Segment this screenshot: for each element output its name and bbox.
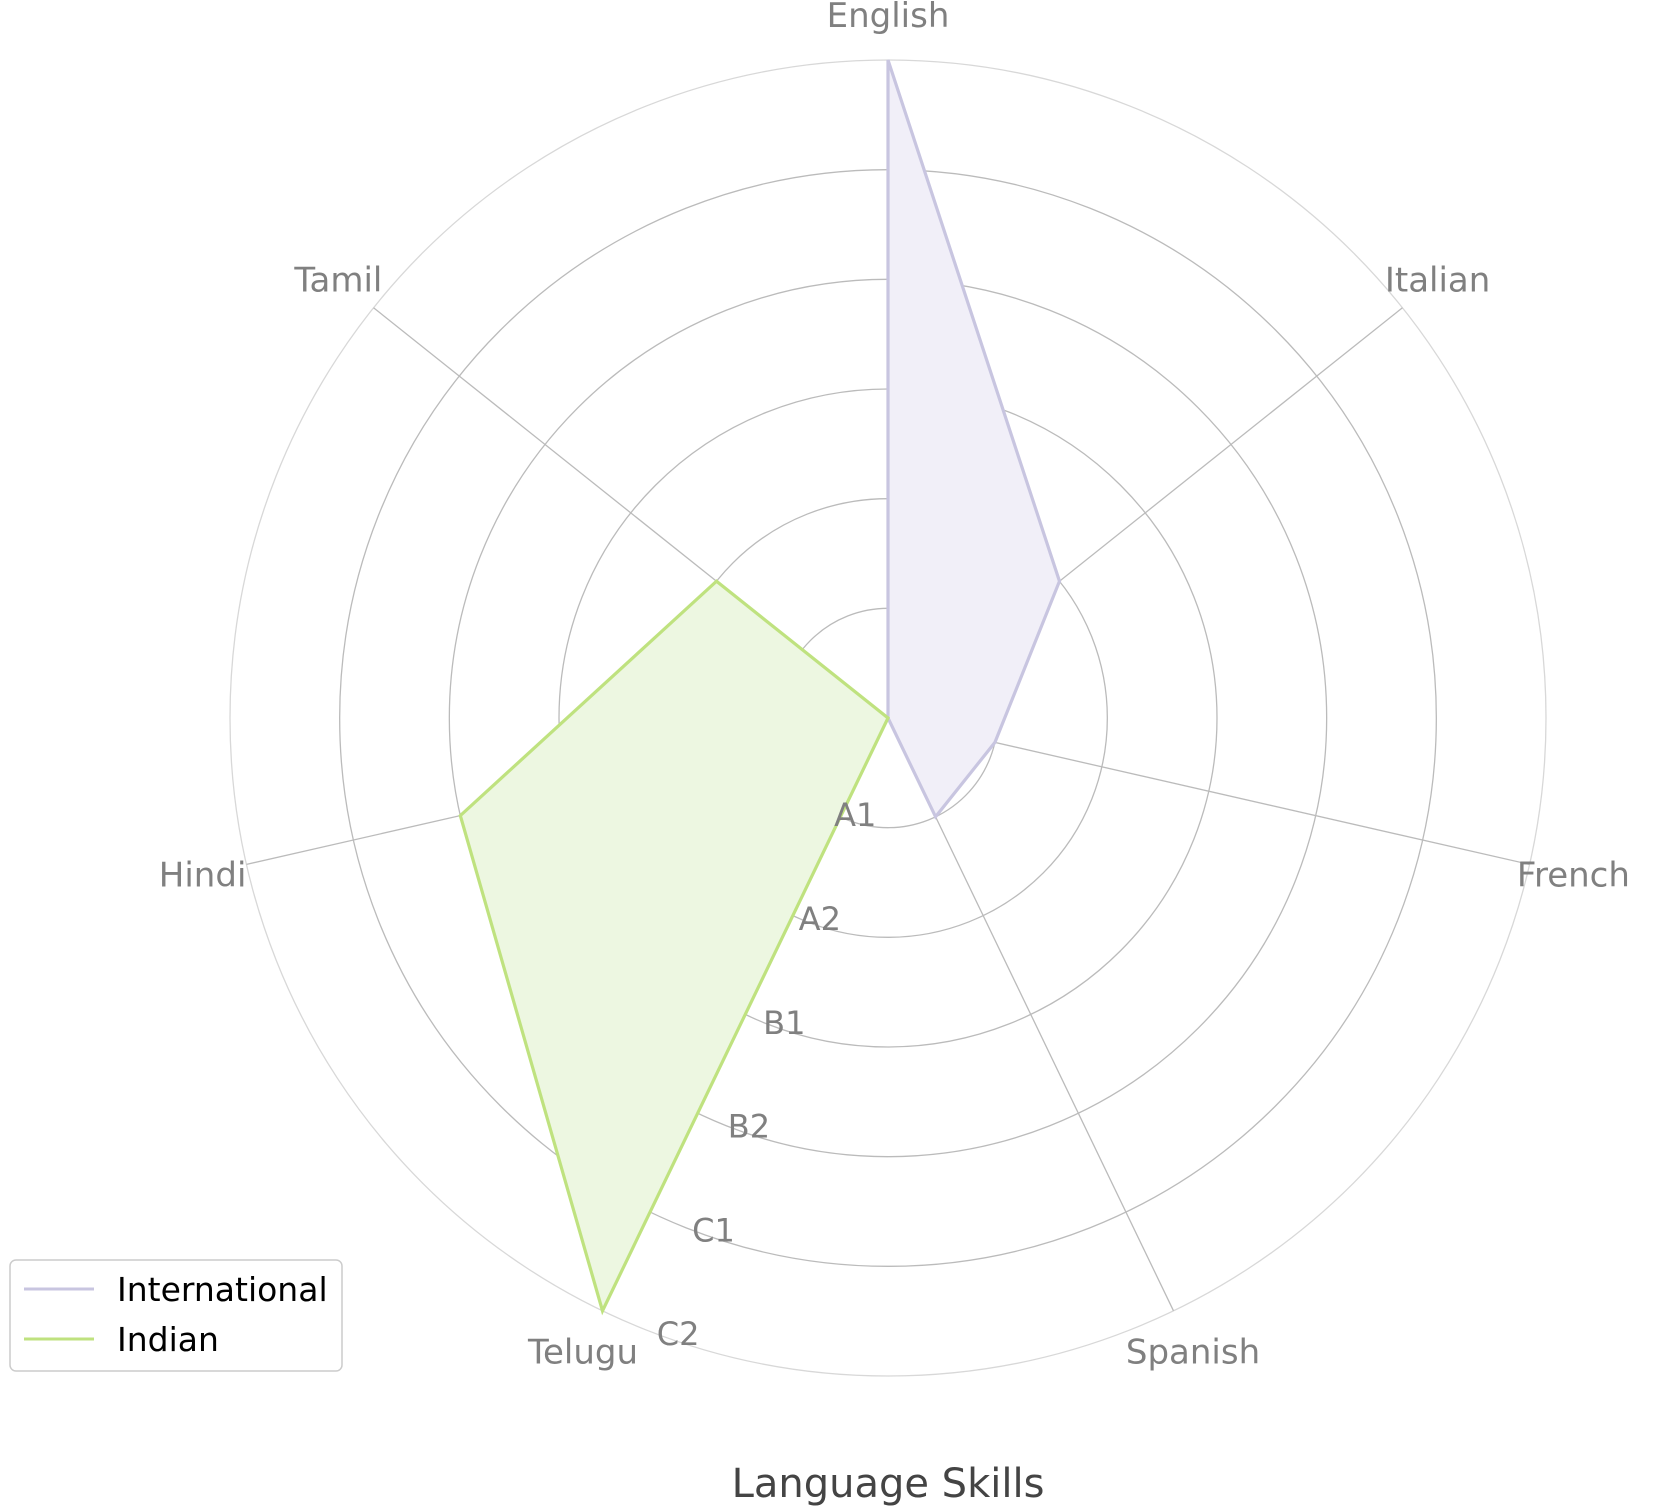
series-layer xyxy=(458,59,1062,1316)
axis-label-hindi: Hindi xyxy=(159,855,247,895)
series-international xyxy=(886,59,1062,820)
tick-label-b1: B1 xyxy=(763,1004,805,1042)
axis-label-italian: Italian xyxy=(1385,261,1490,301)
legend-label-international: International xyxy=(117,1270,328,1309)
tick-label-c2: C2 xyxy=(657,1315,700,1353)
axis-label-spanish: Spanish xyxy=(1126,1332,1260,1372)
chart-title: Language Skills xyxy=(732,1461,1045,1507)
axis-labels: English Italian French Spanish Telugu Hindi Ta… xyxy=(159,0,1630,1372)
axis-label-english: English xyxy=(827,0,950,36)
series-indian xyxy=(458,579,890,1316)
tick-label-b2: B2 xyxy=(728,1108,770,1146)
legend: International Indian xyxy=(9,1259,343,1372)
tick-label-a2: A2 xyxy=(799,900,841,938)
tick-labels: A1 A2 B1 B2 C1 C2 xyxy=(657,796,877,1353)
legend-label-indian: Indian xyxy=(117,1320,219,1359)
axis-label-tamil: Tamil xyxy=(293,261,382,301)
tick-label-a1: A1 xyxy=(834,796,876,834)
tick-label-c1: C1 xyxy=(692,1211,735,1249)
axis-label-french: French xyxy=(1517,855,1630,895)
axis-label-telugu: Telugu xyxy=(527,1332,638,1372)
